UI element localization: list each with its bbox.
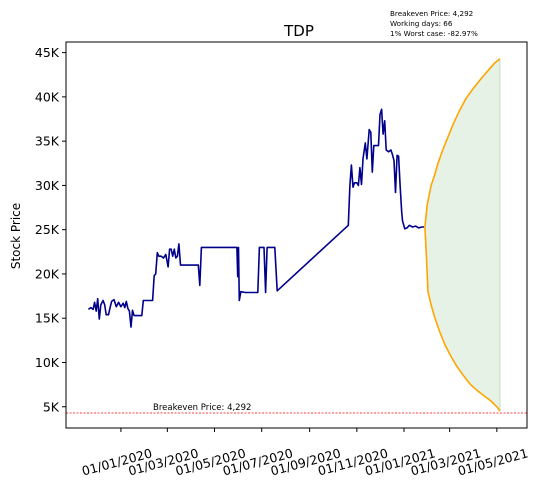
y-tick-label: 35K <box>35 134 60 149</box>
price-history-line <box>87 108 425 328</box>
breakeven-label: Breakeven Price: 4,292 <box>153 403 251 413</box>
projection-lower-line <box>424 226 501 412</box>
info-line: Breakeven Price: 4,292 <box>390 9 473 18</box>
y-tick-label: 25K <box>35 222 60 237</box>
y-tick-label: 5K <box>43 399 60 414</box>
plot-frame <box>65 41 528 429</box>
y-tick-label: 20K <box>35 266 60 281</box>
y-tick-label: 10K <box>35 355 60 370</box>
projection-band <box>424 58 500 412</box>
info-line: Working days: 66 <box>390 19 453 28</box>
y-tick-label: 30K <box>35 178 60 193</box>
chart-title: TDP <box>283 22 314 40</box>
y-tick-label: 15K <box>35 311 60 326</box>
y-tick-label: 40K <box>35 89 60 104</box>
y-axis-label: Stock Price <box>9 203 23 269</box>
info-line: 1% Worst case: -82.97% <box>390 29 478 38</box>
projection-upper-line <box>424 58 501 228</box>
y-tick-label: 45K <box>35 45 60 60</box>
